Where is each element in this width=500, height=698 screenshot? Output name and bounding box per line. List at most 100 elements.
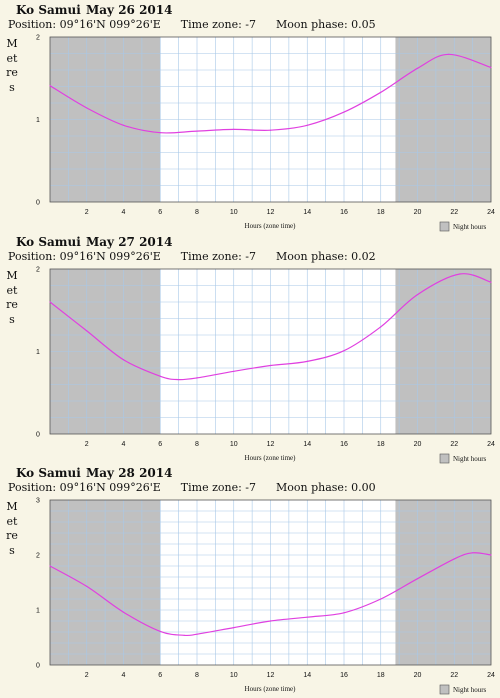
tide-point bbox=[416, 67, 419, 69]
date-label: May 28 2014 bbox=[86, 466, 173, 480]
tide-point bbox=[183, 634, 185, 636]
x-tick-label: 16 bbox=[340, 209, 348, 216]
x-tick-label: 12 bbox=[267, 672, 275, 679]
x-tick-label: 14 bbox=[303, 672, 311, 679]
position-label: Position: 09°16'N 099°26'E bbox=[8, 481, 161, 494]
x-tick-label: 2 bbox=[85, 441, 89, 448]
x-tick-label: 10 bbox=[230, 441, 238, 448]
plot-frame bbox=[49, 268, 492, 435]
tide-point bbox=[343, 612, 345, 614]
legend-swatch bbox=[439, 453, 450, 464]
tide-point bbox=[472, 552, 474, 554]
tide-point bbox=[490, 281, 492, 283]
position-label: Position: 09°16'N 099°26'E bbox=[8, 250, 161, 263]
moon-phase-label: Moon phase: 0.02 bbox=[276, 250, 376, 263]
tide-point bbox=[49, 565, 51, 567]
panel-title: Ko Samui May 26 2014 bbox=[16, 3, 172, 17]
tide-point bbox=[306, 360, 308, 362]
x-tick-label: 8 bbox=[195, 672, 199, 679]
tide-point bbox=[122, 124, 125, 126]
x-tick-label: 8 bbox=[195, 441, 199, 448]
date-label: May 26 2014 bbox=[86, 3, 173, 17]
tide-point bbox=[380, 91, 382, 93]
y-tick-label: 1 bbox=[36, 117, 40, 124]
tide-point bbox=[49, 85, 51, 87]
x-tick-label: 6 bbox=[158, 209, 162, 216]
panel-meta: Position: 09°16'N 099°26'E Time zone: -7 M… bbox=[8, 481, 396, 494]
tide-point bbox=[122, 359, 125, 361]
tide-point bbox=[49, 301, 51, 303]
y-tick-label: 1 bbox=[36, 349, 40, 356]
tide-point bbox=[122, 611, 125, 613]
x-tick-label: 12 bbox=[267, 441, 275, 448]
x-tick-label: 4 bbox=[122, 441, 126, 448]
tide-point bbox=[269, 620, 272, 622]
legend-swatch bbox=[439, 221, 450, 232]
x-tick-label: 24 bbox=[487, 441, 495, 448]
tide-point bbox=[159, 132, 161, 134]
tide-point bbox=[233, 627, 235, 629]
x-tick-label: 12 bbox=[267, 209, 275, 216]
x-tick-label: 6 bbox=[158, 672, 162, 679]
x-tick-label: 10 bbox=[230, 672, 238, 679]
tide-point bbox=[196, 633, 198, 635]
x-tick-label: 14 bbox=[303, 209, 311, 216]
x-tick-label: 18 bbox=[377, 672, 385, 679]
x-tick-label: 24 bbox=[487, 209, 495, 216]
x-axis-label: Hours (zone time) bbox=[245, 454, 297, 462]
panel-meta: Position: 09°16'N 099°26'E Time zone: -7 M… bbox=[8, 18, 396, 31]
tide-point bbox=[269, 364, 272, 367]
x-tick-label: 2 bbox=[85, 672, 89, 679]
tide-point bbox=[86, 107, 88, 109]
x-tick-label: 22 bbox=[450, 209, 458, 216]
y-axis-label: Metres bbox=[6, 269, 18, 326]
tide-point bbox=[453, 558, 455, 560]
x-tick-label: 16 bbox=[340, 441, 348, 448]
tide-panel-3: Ko Samui May 28 2014 Position: 09°16'N 09… bbox=[0, 466, 500, 698]
legend-label: Night hours bbox=[453, 686, 487, 694]
moon-phase-label: Moon phase: 0.05 bbox=[276, 18, 376, 31]
location-name: Ko Samui bbox=[16, 235, 81, 249]
tide-point bbox=[196, 130, 198, 132]
legend-swatch bbox=[439, 684, 450, 695]
tide-point bbox=[233, 370, 235, 372]
x-tick-label: 10 bbox=[230, 209, 238, 216]
tide-line bbox=[49, 273, 492, 381]
tide-panel-1: Ko Samui May 26 2014 Position: 09°16'N 09… bbox=[0, 3, 500, 235]
tide-point bbox=[343, 350, 345, 352]
x-tick-label: 16 bbox=[340, 672, 348, 679]
tide-point bbox=[306, 616, 308, 618]
x-tick-label: 20 bbox=[414, 441, 422, 448]
tide-point bbox=[459, 273, 461, 275]
y-tick-label: 2 bbox=[36, 35, 40, 42]
tide-panel-2: Ko Samui May 27 2014 Position: 09°16'N 09… bbox=[0, 235, 500, 467]
y-axis-label: Metres bbox=[6, 37, 18, 94]
tide-point bbox=[380, 598, 382, 600]
tide-point bbox=[196, 377, 198, 379]
x-tick-label: 20 bbox=[414, 672, 422, 679]
y-axis-label: Metres bbox=[6, 500, 18, 557]
x-tick-label: 22 bbox=[450, 441, 458, 448]
moon-phase-label: Moon phase: 0.00 bbox=[276, 481, 376, 494]
tide-point bbox=[269, 129, 272, 131]
x-tick-label: 6 bbox=[158, 441, 162, 448]
x-axis-label: Hours (zone time) bbox=[245, 222, 297, 230]
panel-title: Ko Samui May 27 2014 bbox=[16, 235, 172, 249]
x-tick-label: 18 bbox=[377, 441, 385, 448]
position-label: Position: 09°16'N 099°26'E bbox=[8, 18, 161, 31]
tide-point bbox=[86, 585, 88, 587]
legend-label: Night hours bbox=[453, 455, 487, 463]
legend-label: Night hours bbox=[453, 223, 487, 231]
x-axis-label: Hours (zone time) bbox=[245, 685, 297, 693]
timezone-label: Time zone: -7 bbox=[180, 250, 257, 263]
timezone-label: Time zone: -7 bbox=[180, 481, 257, 494]
plot-frame bbox=[49, 499, 492, 666]
tide-point bbox=[233, 128, 235, 130]
x-tick-label: 8 bbox=[195, 209, 199, 216]
plot-frame bbox=[49, 36, 492, 203]
location-name: Ko Samui bbox=[16, 466, 81, 480]
y-tick-label: 0 bbox=[36, 200, 40, 207]
location-name: Ko Samui bbox=[16, 3, 81, 17]
